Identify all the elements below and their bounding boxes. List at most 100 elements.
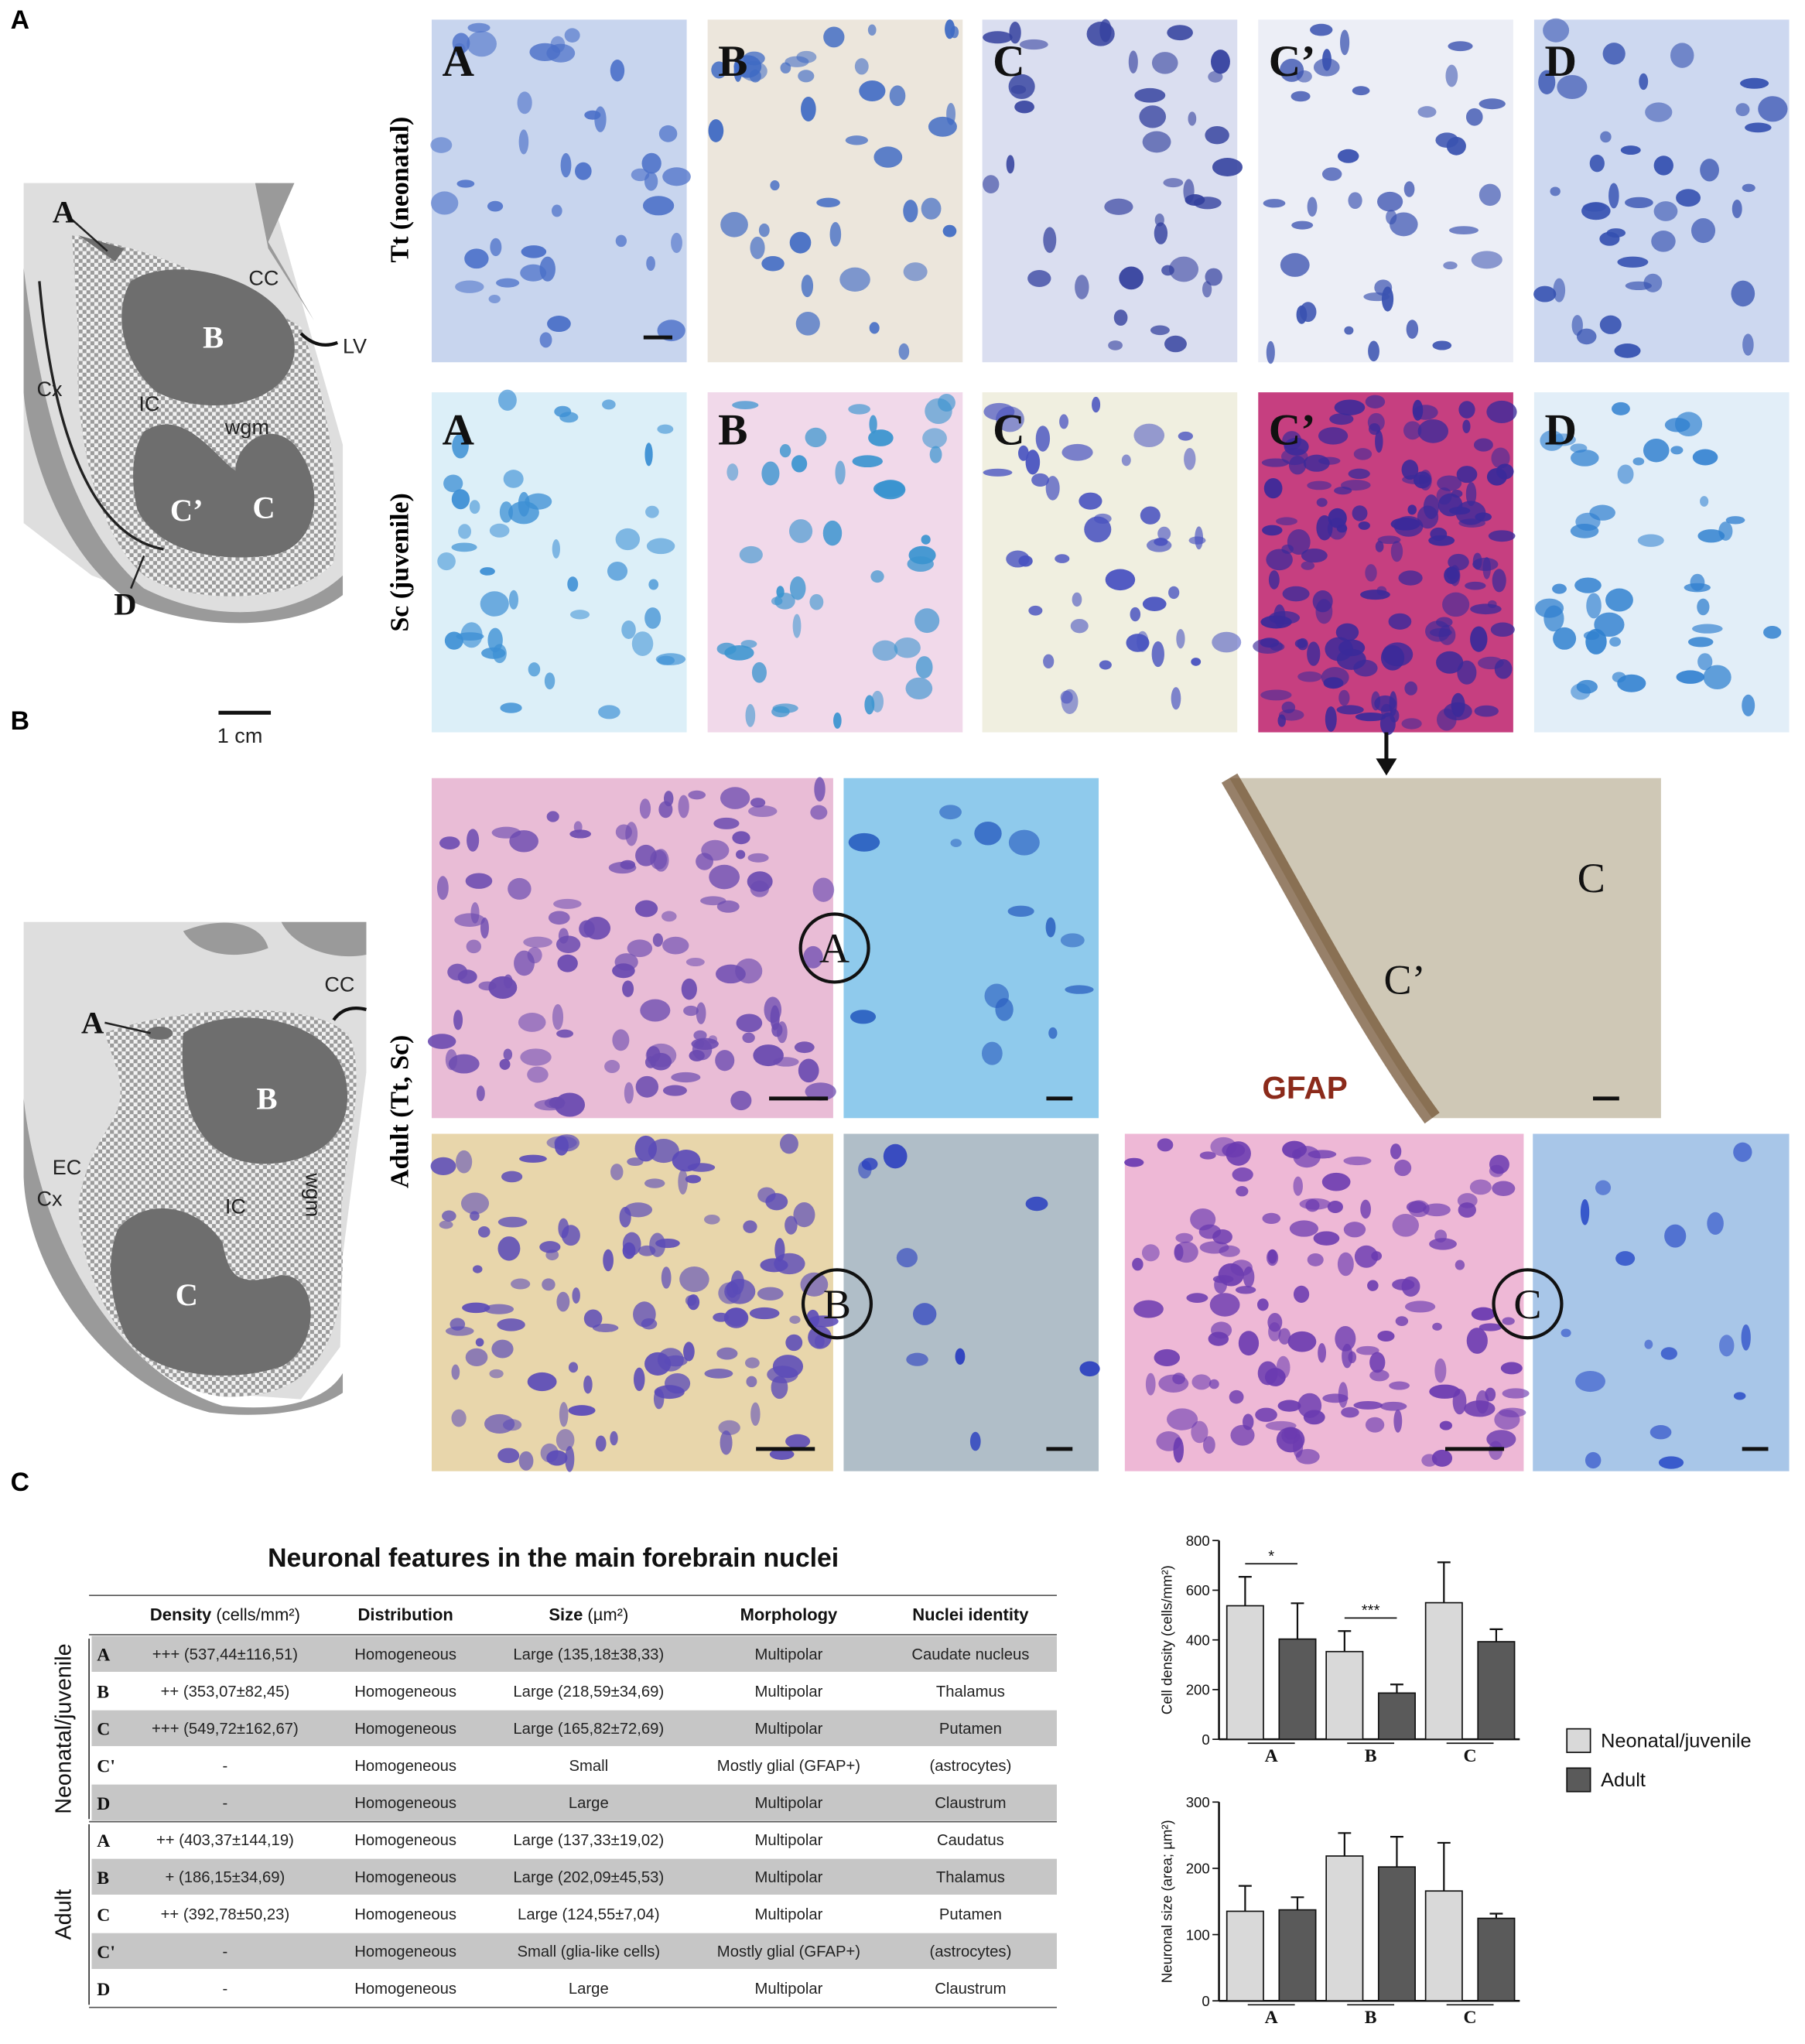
cell (1307, 197, 1318, 217)
cell (603, 1249, 614, 1272)
cell (1670, 43, 1694, 68)
cell (439, 836, 460, 849)
cell (451, 542, 477, 552)
cell (1471, 1307, 1496, 1321)
cell (1142, 131, 1171, 153)
panel-label: C (11, 1468, 29, 1497)
cell (946, 102, 956, 125)
cell (1061, 689, 1079, 714)
cell (1190, 1208, 1216, 1231)
cell (1280, 253, 1310, 277)
table-row-shade (91, 1933, 1057, 1969)
cell (653, 1388, 665, 1410)
cell (511, 1278, 531, 1290)
cell (1429, 1238, 1457, 1250)
cell (1291, 91, 1311, 102)
cell (1389, 1381, 1410, 1390)
cell (520, 264, 547, 282)
cell (1264, 1368, 1286, 1386)
cell (758, 223, 770, 238)
diagram-a (23, 183, 344, 715)
cell (499, 1058, 511, 1070)
cell (1126, 634, 1150, 652)
cell (1457, 660, 1477, 685)
cell (1435, 132, 1459, 148)
cell (641, 152, 661, 174)
cell (1644, 1339, 1653, 1349)
cell (1297, 1393, 1322, 1418)
cell (1185, 194, 1205, 206)
cell (519, 1154, 547, 1163)
cell (1465, 581, 1486, 590)
table-cell: ++ (392,78±50,23) (161, 1906, 290, 1923)
diagram-label: C (252, 490, 275, 525)
cell (497, 1236, 521, 1261)
cell (751, 661, 767, 683)
row-key: C (97, 1720, 110, 1740)
table-cell: - (223, 1981, 228, 1998)
cell (1421, 1454, 1438, 1467)
cell (1692, 449, 1718, 466)
cell (683, 1005, 699, 1017)
row-label: Adult (Tt, Sc) (386, 1035, 415, 1188)
cell (1733, 1392, 1746, 1400)
cell (1398, 570, 1423, 586)
cell (1653, 156, 1673, 176)
cell (984, 983, 1010, 1008)
cell (650, 849, 668, 870)
cell (452, 433, 469, 459)
cell (1337, 149, 1359, 163)
cell (805, 1082, 836, 1101)
cell (1267, 1312, 1283, 1332)
cell (1448, 41, 1473, 52)
cell (883, 1143, 908, 1169)
x-tick-label: C (1464, 2008, 1477, 2028)
cell (1202, 281, 1212, 298)
cell (1700, 159, 1719, 182)
diagram-label: B (203, 320, 224, 355)
significance-label: *** (1362, 1602, 1380, 1619)
cell (583, 1309, 603, 1328)
cell (1313, 58, 1340, 77)
cell (1451, 489, 1463, 498)
tile-label: C’ (1269, 406, 1316, 455)
cell (569, 610, 590, 620)
cell (1209, 1293, 1240, 1317)
cell (1482, 556, 1491, 579)
cell (779, 444, 791, 458)
cell (761, 256, 785, 272)
cell (467, 31, 497, 57)
cell (848, 404, 870, 415)
cell (621, 620, 636, 639)
cell (1212, 158, 1243, 176)
cell (488, 976, 518, 1000)
cell (760, 1258, 788, 1273)
cell (736, 1013, 763, 1033)
cell (1392, 1213, 1419, 1237)
cell (711, 61, 727, 79)
cell (685, 957, 705, 967)
cell (1212, 1229, 1232, 1245)
cell (439, 1220, 453, 1229)
cell (1199, 1241, 1229, 1254)
cell (740, 640, 757, 648)
cell (453, 43, 466, 57)
cell (720, 1430, 733, 1455)
cell (598, 705, 620, 720)
cell (1104, 198, 1133, 215)
cell (771, 596, 783, 606)
diagram-label: IC (138, 392, 159, 415)
cell (1293, 1176, 1303, 1196)
circle-label: B (823, 1281, 851, 1328)
circle-marker (1492, 1268, 1564, 1340)
diagram-label: D (114, 586, 136, 621)
cell (906, 1352, 928, 1366)
cell (1043, 227, 1057, 253)
cell (631, 168, 650, 182)
cell (1367, 1280, 1379, 1291)
cell (1719, 1335, 1735, 1357)
cell (1119, 266, 1144, 290)
cell (808, 1325, 832, 1349)
table-cell: Multipolar (755, 1795, 823, 1812)
cell (1113, 309, 1128, 326)
